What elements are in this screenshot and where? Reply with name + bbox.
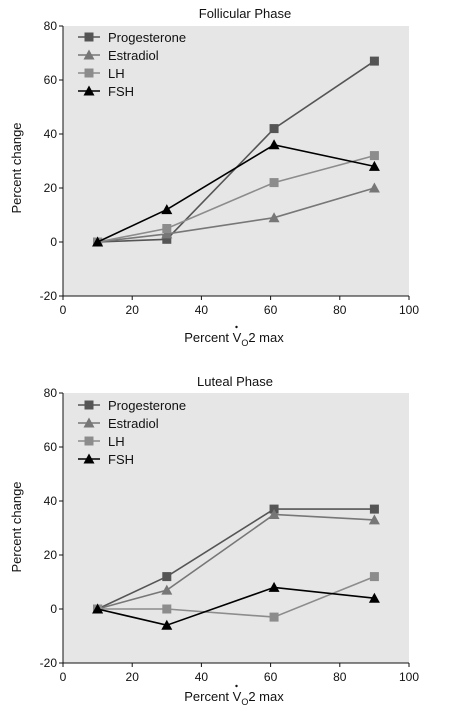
data-point [369,504,379,514]
series-line [97,154,375,243]
x-tick-label: 100 [399,670,419,684]
luteal-phase-chart: Luteal Phase Percent change Percent VO.2… [9,374,419,707]
y-tick-label: -20 [40,289,58,303]
x-tick-label: 60 [264,670,278,684]
data-point [268,509,280,519]
y-tick-label: 60 [44,440,58,454]
y-axis-label: Percent change [9,481,24,572]
data-point [162,224,172,233]
series-line [97,513,375,610]
y-tick-label: 0 [50,602,57,616]
chart-title: Follicular Phase [199,6,292,21]
legend-entry: LH [108,66,125,81]
data-point [161,228,173,239]
series-line [97,187,375,243]
chart-title: Luteal Phase [197,374,273,389]
legend-marker [84,436,94,446]
series-line [97,586,375,627]
data-point [269,178,279,188]
plot-area [63,393,409,663]
data-point [268,581,280,592]
data-point [368,514,380,525]
x-tick-label: 100 [399,303,419,317]
y-tick-label: 20 [44,181,58,195]
legend-entry: Estradiol [108,416,159,431]
series-line [97,60,375,243]
legend-entry: FSH [108,452,134,467]
data-point [269,612,279,622]
legend: Progesterone Estradiol LH FSH [78,398,186,467]
y-tick-label: 60 [44,73,58,87]
data-point [162,604,172,614]
x-tick-label: 20 [126,670,140,684]
data-point [368,182,380,193]
vo2-dot [235,684,238,688]
data-point [368,592,380,603]
legend-entry: Progesterone [108,30,186,45]
vo2-dot [235,325,238,329]
y-axis-label: Percent change [9,122,24,213]
x-tick-label: 80 [333,670,347,684]
x-tick-label: 0 [60,670,67,684]
legend-entry: Estradiol [108,48,159,63]
legend-marker [84,68,94,78]
y-tick-label: -20 [40,656,58,670]
series-line [97,143,375,243]
series-line [97,575,375,618]
data-point [162,234,172,244]
y-tick-label: 20 [44,548,58,562]
data-point [268,212,280,223]
data-point [161,204,173,215]
x-tick-label: 0 [60,303,67,317]
legend-marker [83,49,95,60]
x-tick-label: 60 [264,303,278,317]
y-tick-label: 40 [44,494,58,508]
legend-marker [84,400,94,410]
legend-marker [83,85,95,96]
data-point [161,619,173,630]
y-tick-label: 40 [44,127,58,141]
series-line [97,508,375,610]
legend-marker [83,417,95,428]
series-fsh [92,581,380,630]
y-tick-label: 0 [50,235,57,249]
x-tick-label: 40 [195,303,209,317]
legend: Progesterone Estradiol LH FSH [78,30,186,99]
data-point [369,56,379,66]
x-tick-label: 80 [333,303,347,317]
x-tick-label: 40 [195,670,209,684]
legend-entry: LH [108,434,125,449]
x-tick-label: 20 [126,303,140,317]
legend-marker [84,32,94,42]
legend-entry: FSH [108,84,134,99]
data-point [269,124,279,134]
data-point [92,236,104,247]
data-point [92,603,104,614]
x-axis-label: Percent VO.2 max [184,330,284,348]
data-point [161,584,173,595]
legend-entry: Progesterone [108,398,186,413]
data-point [369,572,379,582]
data-point [162,572,172,582]
y-tick-label: 80 [44,19,58,33]
legend-marker [83,453,95,464]
data-point [268,139,280,150]
data-point [369,151,379,161]
x-axis-label: Percent VO.2 max [184,689,284,707]
y-tick-label: 80 [44,386,58,400]
data-point [368,160,380,171]
follicular-phase-chart: Follicular Phase Percent change Percent … [9,6,419,348]
series-fsh [92,139,380,247]
